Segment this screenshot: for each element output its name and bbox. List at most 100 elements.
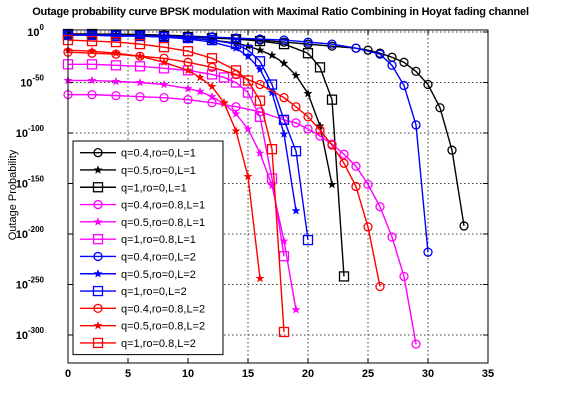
data-point-square [110, 30, 122, 42]
data-point-square [218, 72, 230, 83]
data-point-circle [387, 232, 397, 242]
legend: q=0.4,ro=0,L=1 q=0.5,ro=0,L=1 q=1,ro=0,L=1… [72, 140, 224, 356]
data-point-star [279, 58, 289, 68]
data-point-circle [183, 95, 193, 105]
data-point-square [242, 75, 254, 86]
data-point-circle [375, 202, 385, 212]
data-point-circle [279, 35, 289, 45]
x-tick-label: 30 [422, 368, 434, 380]
legend-label: q=0.5,ro=0,L=1 [121, 165, 196, 177]
legend-entry: q=1,ro=0.8,L=1 [80, 233, 196, 246]
data-point-star [195, 72, 205, 82]
data-point-star [207, 81, 217, 91]
data-point-circle [447, 145, 457, 155]
data-point-circle [303, 37, 313, 47]
data-point-circle [411, 120, 421, 130]
legend-label: q=1,ro=0.8,L=1 [121, 234, 196, 246]
legend-label: q=0.5,ro=0,L=2 [121, 269, 196, 281]
y-tick-label: 10-50 [20, 74, 44, 90]
series-line [68, 93, 417, 345]
data-point-circle [327, 140, 337, 150]
x-tick-label: 35 [482, 368, 494, 380]
legend-entry: q=0.5,ro=0.8,L=2 [80, 321, 205, 333]
tick-labels: 0 5 10 15 20 25 30 35 100 10-50 10-100 10-150 10-200… [16, 23, 494, 380]
x-tick-label: 25 [362, 368, 374, 380]
legend-label: q=1,ro=0,L=2 [121, 286, 187, 298]
data-point-square [254, 95, 266, 106]
data-point-circle [339, 149, 349, 159]
data-point-star [183, 65, 193, 75]
data-point-square [206, 34, 218, 46]
data-point-square [92, 182, 104, 193]
data-point-circle [351, 181, 361, 192]
data-point-circle [399, 271, 409, 282]
data-point-star [291, 305, 301, 314]
data-point-square [242, 87, 254, 98]
data-point-square [182, 32, 194, 44]
legend-label: q=0.4,ro=0.8,L=1 [121, 200, 205, 212]
data-point-star [87, 75, 97, 85]
data-point-circle [303, 124, 313, 134]
data-point-circle [387, 60, 397, 70]
data-point-circle [135, 91, 145, 102]
data-point-star [231, 109, 241, 118]
y-tick-label: 10-200 [16, 225, 45, 241]
data-point-square [254, 56, 266, 67]
legend-label: q=0.5,ro=0.8,L=1 [121, 217, 205, 229]
data-point-circle [375, 281, 385, 292]
data-point-star [159, 79, 169, 89]
data-point-square [266, 144, 278, 155]
data-point-circle [93, 199, 103, 210]
x-tick-label: 20 [302, 368, 314, 380]
legend-entry: q=1,ro=0.8,L=2 [80, 337, 196, 350]
data-point-square [266, 173, 278, 184]
data-point-star [255, 273, 265, 283]
data-point-circle [207, 98, 217, 108]
legend-label: q=1,ro=0.8,L=2 [121, 338, 196, 350]
data-point-square [158, 31, 170, 43]
data-point-circle [93, 303, 103, 314]
data-point-square [206, 53, 218, 64]
series-line [68, 33, 465, 227]
legend-entry: q=0.5,ro=0,L=2 [80, 269, 196, 281]
data-point-square [134, 61, 146, 72]
data-point-circle [93, 147, 103, 158]
data-point-circle [303, 112, 313, 122]
data-point-circle [87, 89, 97, 100]
data-point-square [242, 45, 254, 56]
data-point-circle [111, 90, 121, 101]
data-point-square [86, 29, 98, 41]
data-point-circle [363, 179, 373, 190]
data-point-star [291, 70, 301, 80]
data-point-circle [351, 43, 361, 53]
data-point-circle [159, 93, 169, 103]
data-point-square [278, 114, 290, 126]
x-tick-label: 5 [125, 368, 131, 380]
legend-entry: q=0.5,ro=0,L=1 [80, 165, 196, 177]
data-point-star [93, 165, 103, 174]
legend-label: q=1,ro=0,L=1 [121, 182, 187, 194]
data-point-circle [291, 102, 301, 112]
data-point-square [326, 94, 338, 105]
data-point-star [231, 43, 241, 52]
data-point-star [279, 129, 289, 138]
series-line [68, 63, 285, 257]
legend-entry: q=0.5,ro=0.8,L=1 [80, 217, 205, 229]
data-point-circle [363, 222, 373, 232]
data-point-square [338, 271, 350, 282]
data-point-square [92, 285, 104, 297]
data-point-star [159, 57, 169, 67]
data-point-star [207, 91, 217, 101]
data-point-circle [375, 49, 385, 59]
legend-entry: q=0.4,ro=0,L=1 [80, 148, 196, 160]
x-tick-label: 10 [182, 368, 194, 380]
data-point-circle [339, 158, 349, 168]
data-point-star [111, 76, 121, 86]
data-point-star [243, 171, 253, 181]
series-lines [62, 28, 469, 349]
series-10 [63, 45, 265, 283]
data-point-star [135, 77, 145, 87]
series-11 [62, 34, 290, 338]
data-point-square [86, 35, 98, 47]
data-point-circle [411, 339, 421, 349]
